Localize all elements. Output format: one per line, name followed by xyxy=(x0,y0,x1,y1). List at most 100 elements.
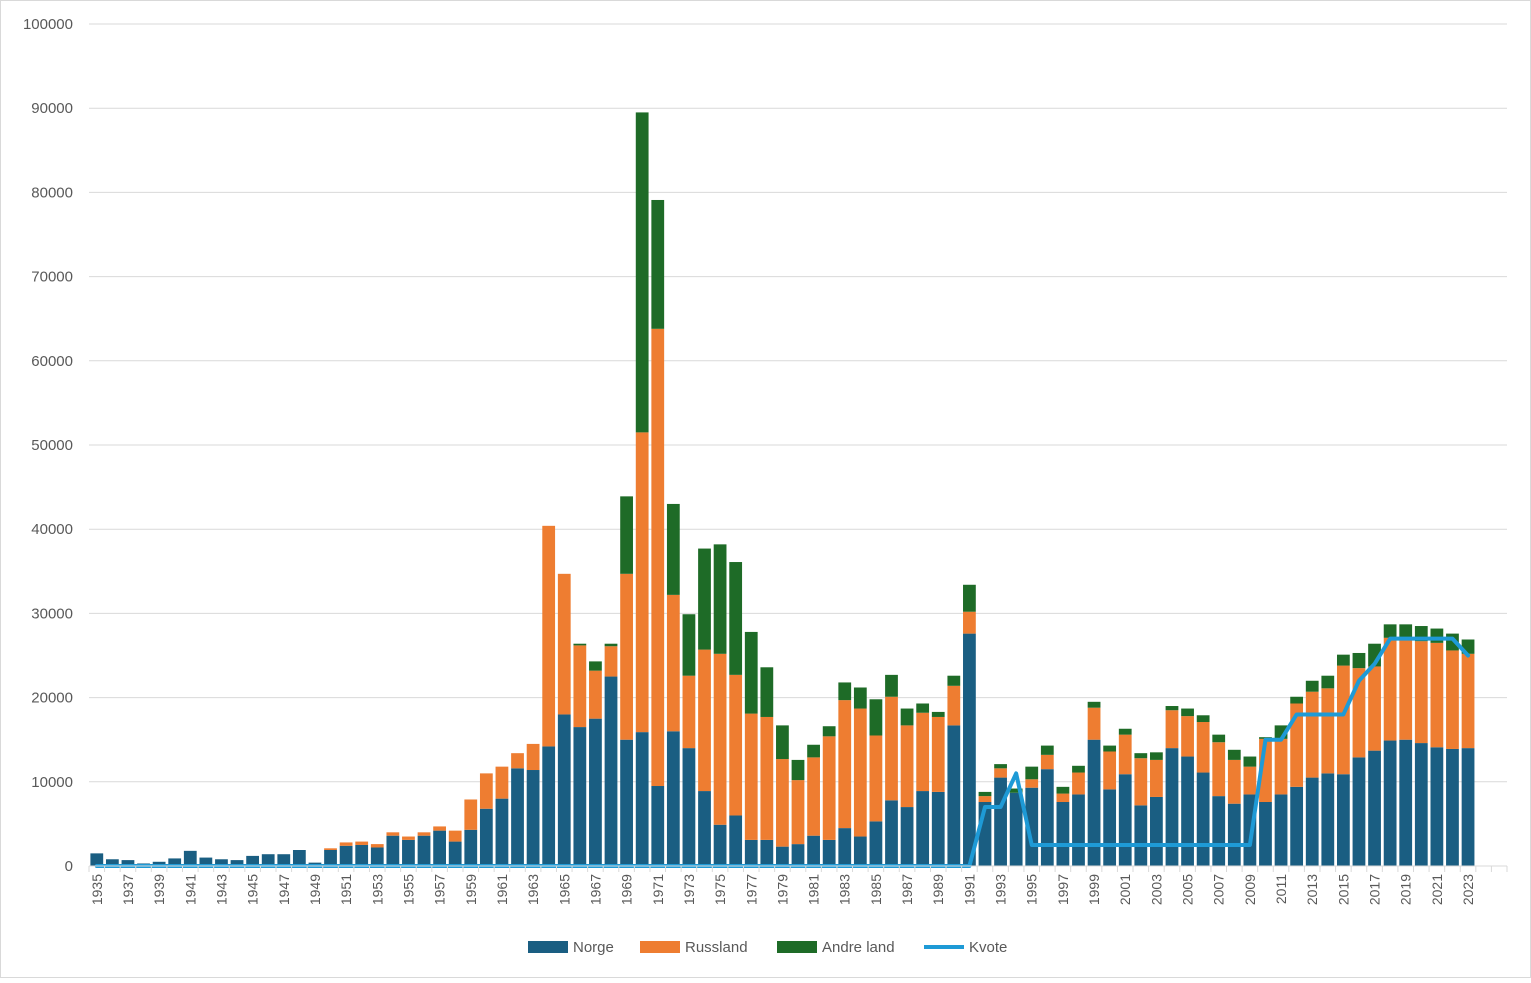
bar-andre-land-1968 xyxy=(604,643,618,647)
x-tick-label: 1943 xyxy=(213,874,229,905)
bar-andre-land-1996 xyxy=(1040,745,1054,755)
bar-andre-land-1976 xyxy=(729,562,743,675)
bar-andre-land-1997 xyxy=(1056,786,1070,794)
bar-russland-1976 xyxy=(729,674,743,816)
x-tick-label: 1945 xyxy=(245,874,261,905)
bar-norge-2000 xyxy=(1103,789,1117,866)
x-tick-label: 1939 xyxy=(151,874,167,905)
legend-label: Kvote xyxy=(969,939,1007,956)
bar-norge-1980 xyxy=(791,844,805,866)
bar-norge-1944 xyxy=(230,860,244,866)
bar-russland-2017 xyxy=(1368,666,1381,751)
bar-norge-1955 xyxy=(402,839,415,866)
bar-russland-1969 xyxy=(620,573,633,740)
y-tick-label: 90000 xyxy=(31,100,73,117)
bar-norge-1953 xyxy=(370,847,384,866)
y-tick-label: 10000 xyxy=(31,774,73,791)
bar-norge-1935 xyxy=(90,853,104,866)
bar-norge-1962 xyxy=(511,768,524,866)
bar-russland-2014 xyxy=(1321,688,1335,774)
bar-russland-2013 xyxy=(1305,691,1319,778)
x-tick-label: 1997 xyxy=(1055,874,1071,905)
legend-swatch-andre-land xyxy=(777,941,817,953)
bar-russland-1972 xyxy=(666,594,680,732)
bar-russland-1977 xyxy=(744,713,758,840)
bar-norge-1954 xyxy=(386,835,400,866)
bar-russland-2011 xyxy=(1274,738,1288,795)
bar-russland-1987 xyxy=(900,725,914,808)
bar-norge-1942 xyxy=(199,857,213,866)
bar-norge-1948 xyxy=(292,850,306,866)
legend: Norge Russland Andre land Kvote xyxy=(528,939,1007,956)
bar-norge-1958 xyxy=(448,841,462,866)
bar-norge-1999 xyxy=(1087,739,1101,866)
bar-russland-2020 xyxy=(1414,641,1428,744)
bar-andre-land-1995 xyxy=(1025,766,1039,780)
bar-russland-2000 xyxy=(1103,751,1117,790)
bar-norge-1970 xyxy=(635,732,649,866)
bar-russland-1979 xyxy=(776,759,789,847)
x-tick-label: 1971 xyxy=(650,874,666,905)
bar-andre-land-2012 xyxy=(1290,696,1304,704)
x-tick-label: 2011 xyxy=(1273,874,1289,904)
x-tick-label: 1999 xyxy=(1086,874,1102,905)
x-tick-label: 1969 xyxy=(619,874,635,905)
bar-russland-1959 xyxy=(464,799,478,830)
x-tick-label: 1951 xyxy=(338,874,354,905)
bar-norge-2011 xyxy=(1274,794,1288,866)
bar-andre-land-1990 xyxy=(947,675,961,686)
bar-andre-land-2003 xyxy=(1150,752,1163,760)
bar-russland-1975 xyxy=(713,653,727,825)
bar-russland-2004 xyxy=(1165,710,1179,749)
bar-russland-2023 xyxy=(1461,653,1475,749)
bar-andre-land-1991 xyxy=(963,584,976,612)
bar-russland-1953 xyxy=(370,844,384,848)
bar-norge-1946 xyxy=(261,854,275,866)
bar-russland-1978 xyxy=(760,716,774,840)
bars xyxy=(90,112,1475,866)
bar-andre-land-1974 xyxy=(698,548,711,650)
bar-andre-land-1975 xyxy=(713,544,727,654)
bar-norge-1997 xyxy=(1056,802,1070,866)
bar-russland-2005 xyxy=(1181,716,1194,757)
bar-russland-1971 xyxy=(651,328,665,787)
bar-russland-1997 xyxy=(1056,793,1070,803)
bar-norge-2007 xyxy=(1212,796,1226,866)
bar-norge-2012 xyxy=(1290,786,1304,866)
bar-norge-1978 xyxy=(760,839,774,866)
bar-norge-1975 xyxy=(713,824,727,866)
bar-norge-2002 xyxy=(1134,805,1148,866)
bar-norge-2005 xyxy=(1181,756,1194,866)
x-tick-label: 1965 xyxy=(556,874,572,905)
bar-russland-1961 xyxy=(495,766,509,799)
x-tick-label: 2001 xyxy=(1117,874,1133,905)
bar-andre-land-1992 xyxy=(978,791,992,797)
bar-andre-land-1972 xyxy=(666,503,680,595)
bar-norge-1964 xyxy=(542,746,556,866)
bar-andre-land-1979 xyxy=(776,725,789,760)
bar-russland-1956 xyxy=(417,832,431,836)
y-tick-label: 80000 xyxy=(31,184,73,201)
bar-russland-1989 xyxy=(931,716,945,792)
bar-norge-1936 xyxy=(105,859,119,866)
legend-swatch-norge xyxy=(528,941,568,953)
bar-norge-2019 xyxy=(1399,739,1413,866)
bar-norge-2003 xyxy=(1150,796,1163,866)
bar-andre-land-1981 xyxy=(807,744,820,758)
bar-russland-2002 xyxy=(1134,758,1148,806)
bar-norge-1976 xyxy=(729,815,743,866)
bar-andre-land-2000 xyxy=(1103,745,1117,752)
bar-russland-2006 xyxy=(1196,722,1210,773)
bar-norge-1956 xyxy=(417,835,431,866)
bar-andre-land-1967 xyxy=(589,661,602,671)
bar-russland-2001 xyxy=(1118,734,1132,775)
x-tick-label: 1981 xyxy=(806,874,822,905)
bar-russland-2008 xyxy=(1227,759,1241,804)
x-tick-label: 2017 xyxy=(1367,874,1383,905)
bar-norge-1945 xyxy=(246,855,260,866)
bar-russland-2009 xyxy=(1243,766,1257,795)
bar-russland-1992 xyxy=(978,796,992,803)
x-axis: 1935 1937 1939 1941 1943 1945 1947 1949 1951 1953… xyxy=(88,865,1508,905)
bar-russland-1974 xyxy=(698,649,711,792)
bar-russland-2022 xyxy=(1446,650,1459,749)
